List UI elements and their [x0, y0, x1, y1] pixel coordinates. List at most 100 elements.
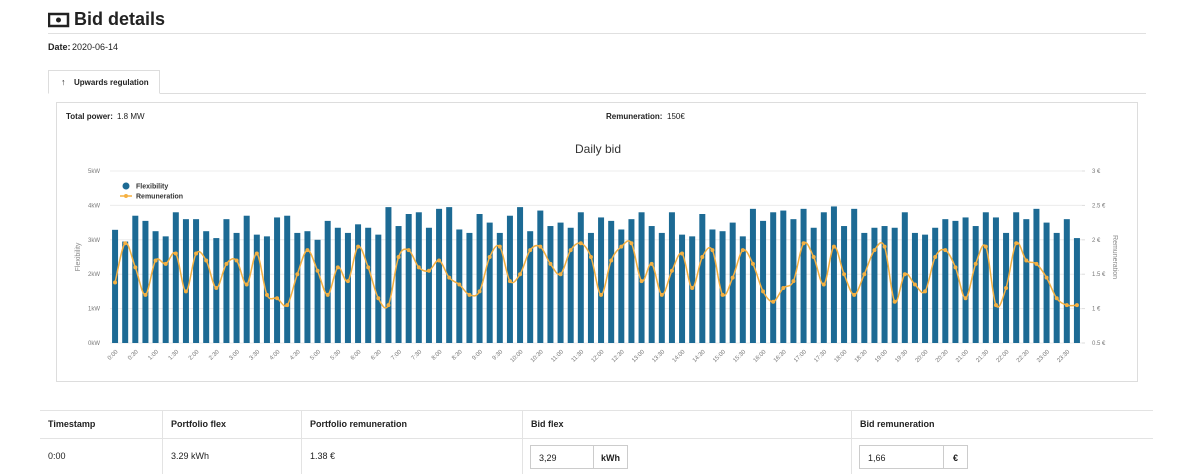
bar	[1063, 219, 1070, 343]
bar	[142, 220, 149, 343]
bar	[172, 212, 179, 343]
bar	[365, 227, 372, 343]
line-marker	[305, 248, 310, 253]
bar	[770, 212, 777, 343]
line-marker	[669, 268, 674, 273]
line-marker	[639, 279, 644, 284]
table-header: Bid remuneration	[860, 419, 935, 429]
bar	[810, 227, 817, 343]
x-tick-label: 17:00	[793, 349, 808, 364]
x-tick-label: 18:00	[834, 349, 849, 364]
bar	[1073, 238, 1080, 343]
bar	[334, 227, 341, 343]
chart-title: Daily bid	[575, 142, 621, 156]
y-tick-label: 4kW	[88, 203, 100, 209]
bar	[668, 212, 675, 343]
line-marker	[872, 248, 877, 253]
line-marker	[558, 272, 563, 277]
tab-label: Upwards regulation	[74, 78, 149, 87]
bar	[891, 227, 898, 343]
bar	[577, 212, 584, 343]
x-tick-label: 3:30	[249, 349, 262, 362]
x-tick-label: 15:00	[712, 349, 727, 364]
line-marker	[983, 244, 988, 249]
line-marker	[649, 261, 654, 266]
bar	[243, 215, 250, 343]
y2-tick-label: 2 €	[1092, 238, 1101, 244]
line-marker	[902, 272, 907, 277]
line-marker	[578, 241, 583, 246]
line-marker	[720, 292, 725, 297]
y-tick-label: 0kW	[88, 341, 100, 347]
line-marker	[619, 244, 624, 249]
line-marker	[862, 272, 867, 277]
line-marker	[447, 275, 452, 280]
bar	[547, 226, 554, 343]
remuneration: 150€	[667, 112, 685, 121]
bar	[213, 238, 220, 343]
line-marker	[275, 296, 280, 301]
line-marker	[153, 258, 158, 263]
tab[interactable]: ↑ Upwards regulation	[48, 70, 160, 94]
line-marker	[396, 255, 401, 259]
y2-tick-label: 2.5 €	[1092, 203, 1106, 209]
date-label: Date:	[48, 42, 71, 52]
bar	[385, 207, 392, 343]
line-marker	[426, 268, 431, 273]
bid-remuneration-input[interactable]: 1,66	[859, 445, 944, 469]
line-marker	[113, 280, 118, 285]
x-tick-label: 8:00	[431, 349, 444, 362]
line-marker	[325, 292, 330, 297]
bar	[800, 208, 807, 343]
line-marker	[730, 275, 735, 280]
x-tick-label: 16:30	[773, 349, 788, 364]
line-marker	[771, 299, 776, 304]
bar	[922, 234, 929, 343]
x-tick-label: 11:30	[571, 349, 586, 364]
y2-tick-label: 0.5 €	[1092, 341, 1106, 347]
line-marker	[315, 268, 320, 273]
line-marker	[518, 272, 523, 277]
bar	[466, 232, 473, 343]
line-marker	[599, 292, 604, 297]
bar	[274, 217, 281, 343]
line-marker	[386, 303, 391, 308]
bar	[294, 232, 301, 343]
x-tick-label: 9:30	[492, 349, 505, 362]
line-marker	[487, 255, 492, 259]
page-title: Bid details	[74, 9, 166, 29]
line-marker	[548, 261, 553, 266]
line-marker	[973, 261, 978, 266]
bar	[284, 215, 291, 343]
x-tick-label: 6:30	[370, 349, 383, 362]
line-marker	[781, 285, 786, 290]
x-tick-label: 5:30	[330, 349, 343, 362]
date: 2020-06-14	[72, 42, 119, 52]
bar	[1023, 219, 1030, 343]
line-marker	[963, 296, 968, 301]
bar	[760, 220, 767, 343]
bid-flex-unit: kWh	[594, 445, 628, 469]
x-tick-label: 4:00	[269, 349, 282, 362]
bar	[395, 226, 402, 343]
bar	[344, 232, 351, 343]
bid-flex-input[interactable]: 3,29	[530, 445, 594, 469]
x-tick-label: 15:30	[732, 349, 747, 364]
bar	[992, 217, 999, 343]
line-marker	[497, 244, 502, 249]
bar	[820, 212, 827, 343]
bar	[203, 231, 210, 343]
x-tick-label: 22:30	[1016, 349, 1031, 364]
x-tick-label: 12:00	[591, 349, 606, 364]
bar	[182, 219, 189, 343]
bar	[253, 234, 260, 343]
x-tick-label: 19:30	[894, 349, 909, 364]
x-tick-label: 9:00	[471, 349, 484, 362]
x-tick-label: 3:00	[228, 349, 241, 362]
chart: Daily bid Flexibility Remuneration 0kW 1k…	[75, 142, 1118, 364]
bar	[598, 217, 605, 343]
x-tick-label: 1:30	[168, 349, 181, 362]
x-tick-label: 6:00	[350, 349, 363, 362]
bar	[942, 219, 949, 343]
bar	[233, 232, 240, 343]
